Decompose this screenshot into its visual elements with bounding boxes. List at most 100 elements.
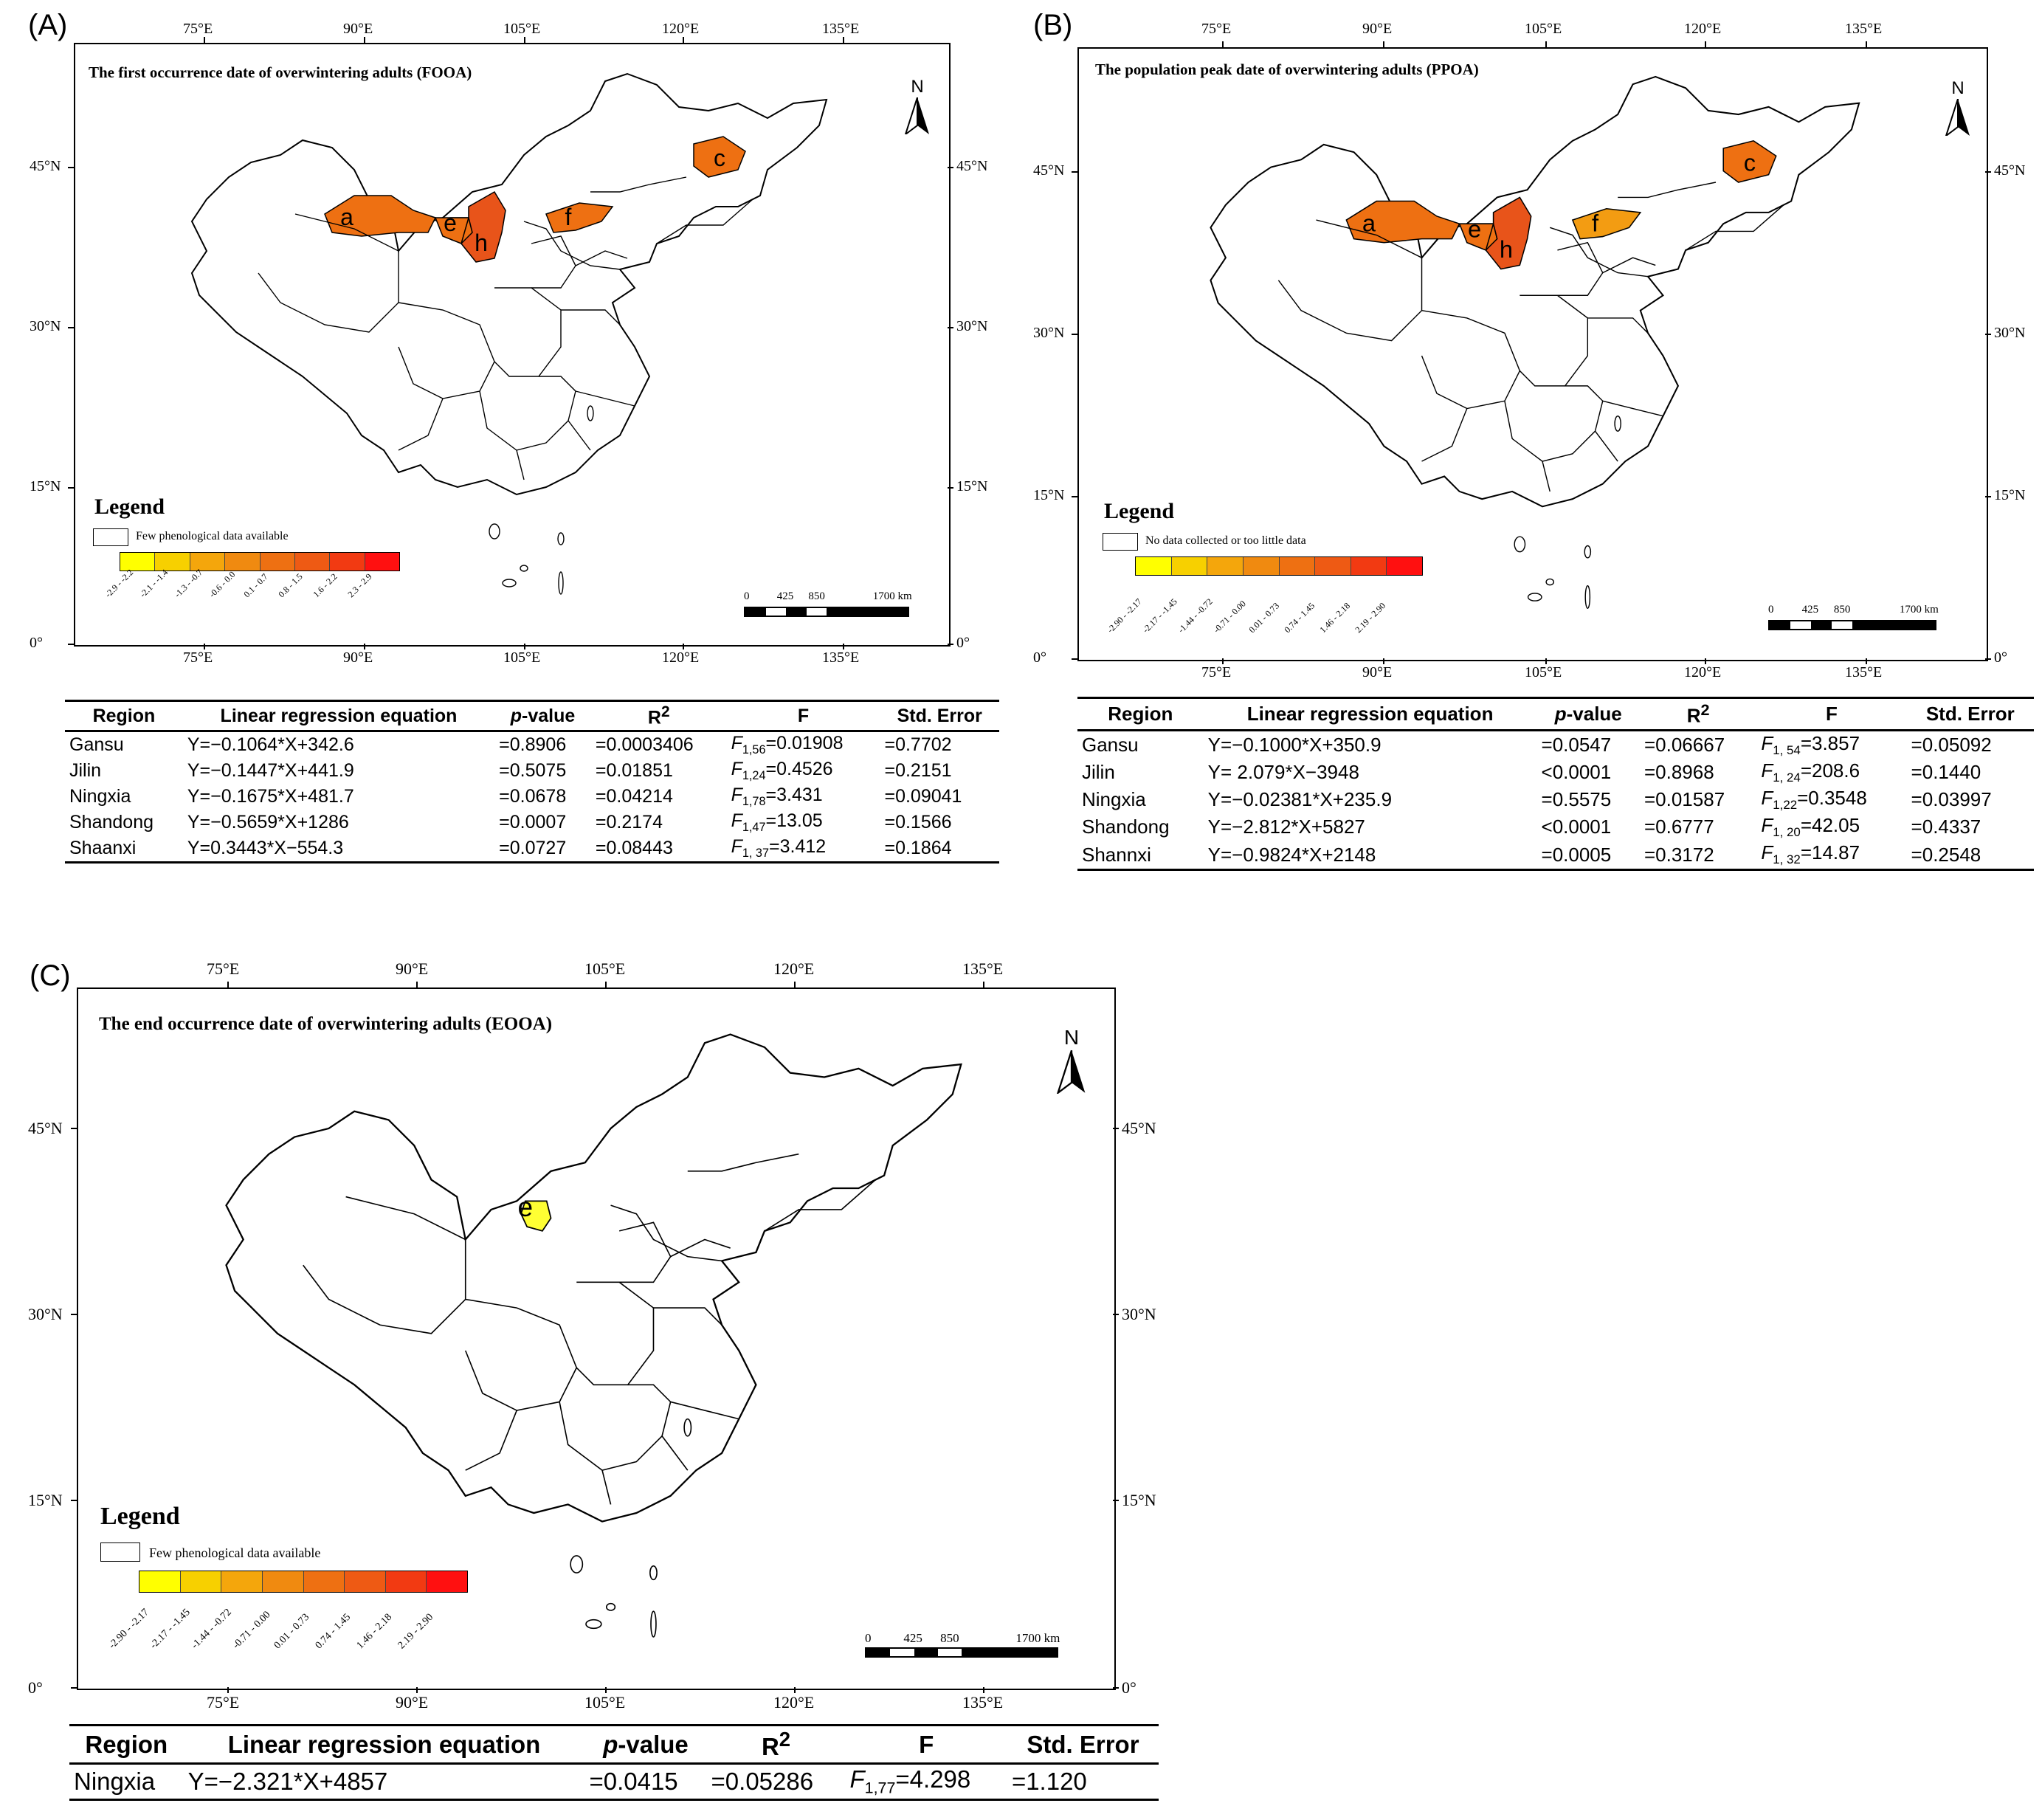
lat-tick-mark: [68, 644, 74, 645]
lon-tick-mark: [524, 37, 525, 43]
lon-tick-label: 75°E: [1201, 664, 1232, 680]
province-border: [1557, 241, 1604, 296]
scale-bar-segment: [1770, 621, 1790, 629]
lon-tick-label: 90°E: [343, 21, 373, 37]
region-label-a: a: [1362, 209, 1376, 236]
legend-nodata-box: [100, 1542, 140, 1562]
lat-tick-label-right: 15°N: [956, 478, 988, 494]
province-border: [1504, 385, 1604, 462]
table-cell: =0.01587: [1643, 788, 1725, 811]
ramp-swatch: [1279, 557, 1316, 575]
north-label: N: [911, 77, 924, 97]
table-cell: =0.1864: [880, 835, 999, 864]
lat-tick-label-right: 0°: [956, 635, 970, 651]
province-border: [1277, 219, 1423, 342]
table-cell: F1,78=3.431: [731, 785, 823, 809]
table-header-cell: p-value: [584, 1724, 707, 1765]
scale-bar: 0 425 850 1700 km: [1768, 604, 1939, 638]
region-label-e: e: [444, 210, 457, 236]
lon-tick-label: 75°E: [207, 1693, 240, 1712]
legend-color-ramp: [139, 1571, 468, 1593]
table-row: Shaanxi Y=0.3443*X−554.3 =0.0727 =0.08443 F1…: [65, 835, 999, 864]
f-subscript: 1, 54: [1773, 742, 1801, 757]
scale-bar-label: 850: [808, 590, 825, 602]
scale-bar-label: 425: [1801, 604, 1819, 616]
table-cell: =0.1566: [884, 812, 952, 833]
table-row: Shandong Y=−2.812*X+5827 <0.0001 =0.6777 F1,…: [1077, 813, 2034, 841]
lon-tick-mark: [364, 37, 365, 43]
lon-tick-label: 90°E: [343, 649, 373, 666]
table-header-cell: F: [845, 1724, 1007, 1765]
panel-label: (C): [30, 959, 71, 992]
panel-c: (C) The end occurrence date of overwinte…: [0, 952, 1181, 1820]
scale-bar-segment: [745, 608, 766, 616]
region-g-fill: [1458, 223, 1494, 251]
ramp-swatch: [120, 553, 156, 571]
p-italic: p: [510, 705, 522, 726]
province-border: [670, 1238, 731, 1258]
province-border: [764, 1179, 877, 1232]
lat-tick-mark: [1072, 658, 1077, 660]
province-border: [479, 376, 576, 451]
legend-color-ramp: [120, 552, 400, 571]
lat-tick-mark-right: [948, 644, 953, 645]
province-border: [398, 302, 495, 399]
table-cell: =0.0415: [584, 1763, 707, 1801]
province-border: [653, 1307, 722, 1326]
ramp-swatch: [330, 553, 365, 571]
f-subscript: 1, 37: [742, 847, 770, 861]
panel-b: (B) The population peak date of overwint…: [1018, 0, 2042, 871]
region-g-fill: [434, 217, 469, 245]
table-row: Jilin Y= 2.079*X−3948 <0.0001 =0.8968 F1, 24…: [1077, 759, 2034, 786]
panel-label: (B): [1033, 9, 1073, 41]
table-cell: Y= 2.079*X−3948: [1207, 760, 1359, 783]
table-cell: Shandong: [1082, 816, 1170, 838]
island: [558, 571, 564, 595]
province-border: [561, 309, 621, 325]
ramp-swatch: [139, 1571, 181, 1592]
ramp-swatch: [303, 1571, 345, 1592]
region-h-fill: [460, 190, 506, 263]
table-cell: Ningxia: [69, 786, 131, 807]
region-e-fill: [520, 1200, 552, 1232]
lat-tick-mark-right: [1113, 1128, 1119, 1129]
ramp-swatch: [385, 1571, 427, 1592]
table-cell: =0.8968: [1643, 760, 1714, 783]
table-row: Ningxia Y=−0.02381*X+235.9 =0.5575 =0.01587…: [1077, 786, 2034, 813]
lon-tick-mark: [227, 982, 229, 987]
superscript: 2: [660, 703, 670, 720]
f-italic: F: [1761, 759, 1773, 782]
scale-bar-label: 0: [865, 1631, 872, 1645]
island: [1514, 536, 1526, 553]
lat-tick-mark-right: [1985, 496, 1991, 497]
scale-bar-segment: [827, 608, 908, 616]
island: [570, 1555, 584, 1573]
island: [587, 405, 594, 421]
table-cell: =0.06667: [1643, 733, 1725, 756]
f-italic: F: [731, 759, 742, 780]
table-cell: F1,22=0.3548: [1761, 787, 1867, 813]
north-label: N: [1063, 1026, 1080, 1049]
table-cell: =1.120: [1007, 1763, 1159, 1801]
table-cell: Y=−2.321*X+4857: [183, 1763, 585, 1801]
island: [557, 532, 565, 545]
lon-tick-mark: [416, 1687, 418, 1693]
ramp-swatch: [294, 553, 331, 571]
country-outline: [225, 1033, 962, 1523]
lon-tick-label: 120°E: [1684, 664, 1722, 680]
table-cell: =0.0005: [1536, 841, 1640, 871]
table-cell: =0.2174: [595, 812, 663, 833]
table-cell: Ningxia: [69, 1763, 184, 1801]
table-header-cell: F: [1756, 697, 1907, 731]
province-border: [575, 390, 635, 407]
lat-tick-mark-right: [1985, 334, 1991, 335]
region-label-h: h: [475, 230, 488, 256]
lon-tick-label: 120°E: [662, 649, 700, 666]
province-border: [670, 1401, 739, 1420]
province-border: [1618, 182, 1717, 199]
country-outline: [190, 72, 828, 496]
table-cell: =0.2151: [884, 760, 952, 782]
lat-tick-mark: [1072, 171, 1077, 173]
table-cell: =0.09041: [884, 786, 962, 807]
legend-nodata-box: [93, 528, 128, 546]
